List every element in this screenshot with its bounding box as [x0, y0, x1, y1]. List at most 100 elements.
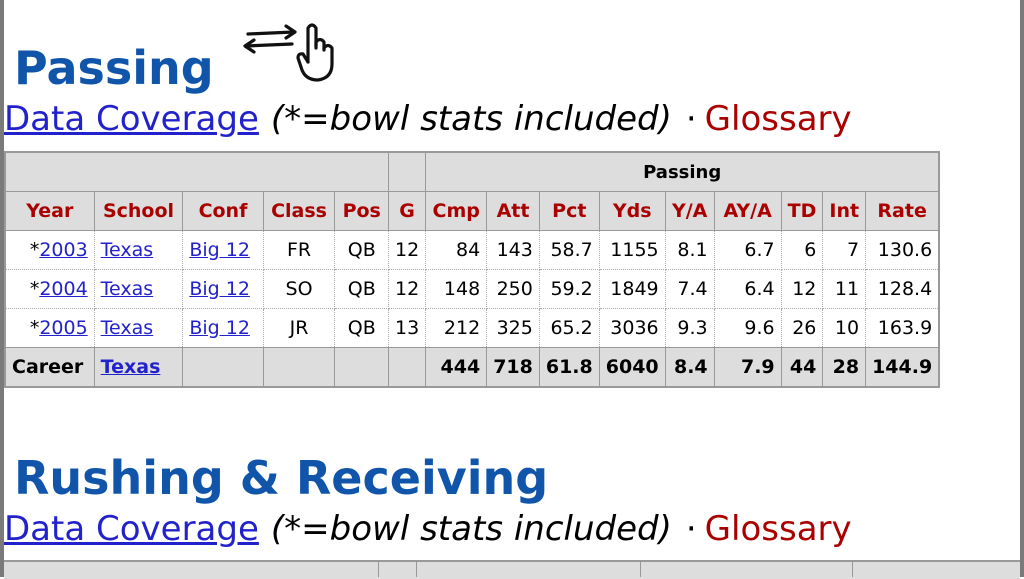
col-header-att[interactable]: Att — [486, 191, 540, 231]
col-header-pos[interactable]: Pos — [334, 191, 389, 231]
aya-cell: 6.4 — [713, 269, 782, 309]
glossary-link[interactable]: Glossary — [704, 509, 852, 549]
pct-cell: 58.7 — [538, 230, 600, 270]
career-int: 28 — [822, 347, 867, 388]
rushing-table-header-strip — [4, 560, 1020, 579]
cmp-cell: 84 — [425, 230, 488, 270]
conf-cell: Big 12 — [182, 269, 264, 309]
bowl-note: (*=bowl stats included) — [270, 99, 672, 139]
school-cell: Texas — [93, 269, 184, 309]
career-att: 718 — [486, 347, 540, 388]
school-link[interactable]: Texas — [100, 278, 154, 300]
year-link[interactable]: 2005 — [39, 317, 88, 339]
conf-link[interactable]: Big 12 — [189, 239, 250, 261]
bowl-note: (*=bowl stats included) — [270, 509, 672, 549]
g-cell: 12 — [387, 230, 427, 270]
rushing-table-divider — [378, 560, 379, 577]
over-header-blank-g — [387, 151, 427, 192]
col-header-year[interactable]: Year — [4, 191, 95, 231]
career-rate: 144.9 — [865, 347, 940, 388]
swipe-hand-icon — [243, 23, 334, 82]
career-school-cell: Texas — [93, 347, 184, 388]
att-cell: 325 — [486, 308, 540, 348]
g-cell: 12 — [387, 269, 427, 309]
int-cell: 7 — [822, 230, 867, 270]
table-row: *2003 Texas Big 12 FR QB 12 84 143 58.7 … — [4, 230, 940, 270]
conf-cell: Big 12 — [182, 308, 264, 348]
separator-dot: · — [685, 99, 697, 139]
right-edge — [1020, 0, 1024, 577]
career-empty — [387, 347, 427, 388]
career-empty — [182, 347, 264, 388]
bowl-mark: * — [29, 278, 40, 300]
school-cell: Texas — [93, 308, 184, 348]
rushing-title: Rushing & Receiving — [14, 451, 549, 505]
year-link[interactable]: 2004 — [39, 278, 88, 300]
class-cell: SO — [262, 269, 336, 309]
col-header-td[interactable]: TD — [780, 191, 824, 231]
bowl-mark: * — [29, 239, 40, 261]
pct-cell: 65.2 — [538, 308, 600, 348]
year-cell: *2005 — [4, 308, 95, 348]
data-coverage-link[interactable]: Data Coverage — [4, 509, 259, 549]
conf-link[interactable]: Big 12 — [189, 317, 250, 339]
col-header-class[interactable]: Class — [262, 191, 336, 231]
year-cell: *2004 — [4, 269, 95, 309]
passing-subheader: Data Coverage (*=bowl stats included) · Glo… — [4, 99, 852, 139]
int-cell: 10 — [822, 308, 867, 348]
rushing-table-divider — [416, 560, 417, 577]
career-label: Career — [4, 347, 95, 388]
cmp-cell: 212 — [425, 308, 488, 348]
career-cmp: 444 — [425, 347, 488, 388]
career-row: Career Texas 444 718 61.8 6040 8.4 7.9 4… — [4, 347, 940, 388]
school-link[interactable]: Texas — [100, 239, 154, 261]
pos-cell: QB — [334, 308, 389, 348]
conf-link[interactable]: Big 12 — [189, 278, 250, 300]
col-header-int[interactable]: Int — [822, 191, 867, 231]
col-header-aya[interactable]: AY/A — [713, 191, 782, 231]
separator-dot: · — [685, 509, 697, 549]
career-pct: 61.8 — [538, 347, 600, 388]
col-header-conf[interactable]: Conf — [182, 191, 264, 231]
conf-cell: Big 12 — [182, 230, 264, 270]
yds-cell: 1155 — [598, 230, 666, 270]
att-cell: 250 — [486, 269, 540, 309]
rate-cell: 163.9 — [865, 308, 940, 348]
school-cell: Texas — [93, 230, 184, 270]
aya-cell: 9.6 — [713, 308, 782, 348]
career-ya: 8.4 — [664, 347, 715, 388]
col-header-cmp[interactable]: Cmp — [425, 191, 488, 231]
ya-cell: 9.3 — [664, 308, 715, 348]
career-empty — [262, 347, 336, 388]
bowl-mark: * — [29, 317, 40, 339]
rushing-subheader: Data Coverage (*=bowl stats included) · Glo… — [4, 509, 852, 549]
career-school-link[interactable]: Texas — [100, 356, 161, 378]
pos-cell: QB — [334, 230, 389, 270]
att-cell: 143 — [486, 230, 540, 270]
int-cell: 11 — [822, 269, 867, 309]
rushing-table-divider — [852, 560, 853, 577]
ya-cell: 7.4 — [664, 269, 715, 309]
td-cell: 6 — [780, 230, 824, 270]
col-header-yds[interactable]: Yds — [598, 191, 666, 231]
aya-cell: 6.7 — [713, 230, 782, 270]
year-cell: *2003 — [4, 230, 95, 270]
col-header-g[interactable]: G — [387, 191, 427, 231]
glossary-link[interactable]: Glossary — [704, 99, 852, 139]
cmp-cell: 148 — [425, 269, 488, 309]
column-header-row: Year School Conf Class Pos G Cmp Att Pct… — [4, 191, 940, 231]
data-coverage-link[interactable]: Data Coverage — [4, 99, 259, 139]
col-header-ya[interactable]: Y/A — [664, 191, 715, 231]
school-link[interactable]: Texas — [100, 317, 154, 339]
td-cell: 26 — [780, 308, 824, 348]
passing-table: Passing Year School Conf Class Pos G Cmp… — [4, 151, 941, 388]
class-cell: FR — [262, 230, 336, 270]
rate-cell: 130.6 — [865, 230, 940, 270]
col-header-school[interactable]: School — [93, 191, 184, 231]
col-header-pct[interactable]: Pct — [538, 191, 600, 231]
col-header-rate[interactable]: Rate — [865, 191, 940, 231]
pos-cell: QB — [334, 269, 389, 309]
td-cell: 12 — [780, 269, 824, 309]
year-link[interactable]: 2003 — [39, 239, 88, 261]
